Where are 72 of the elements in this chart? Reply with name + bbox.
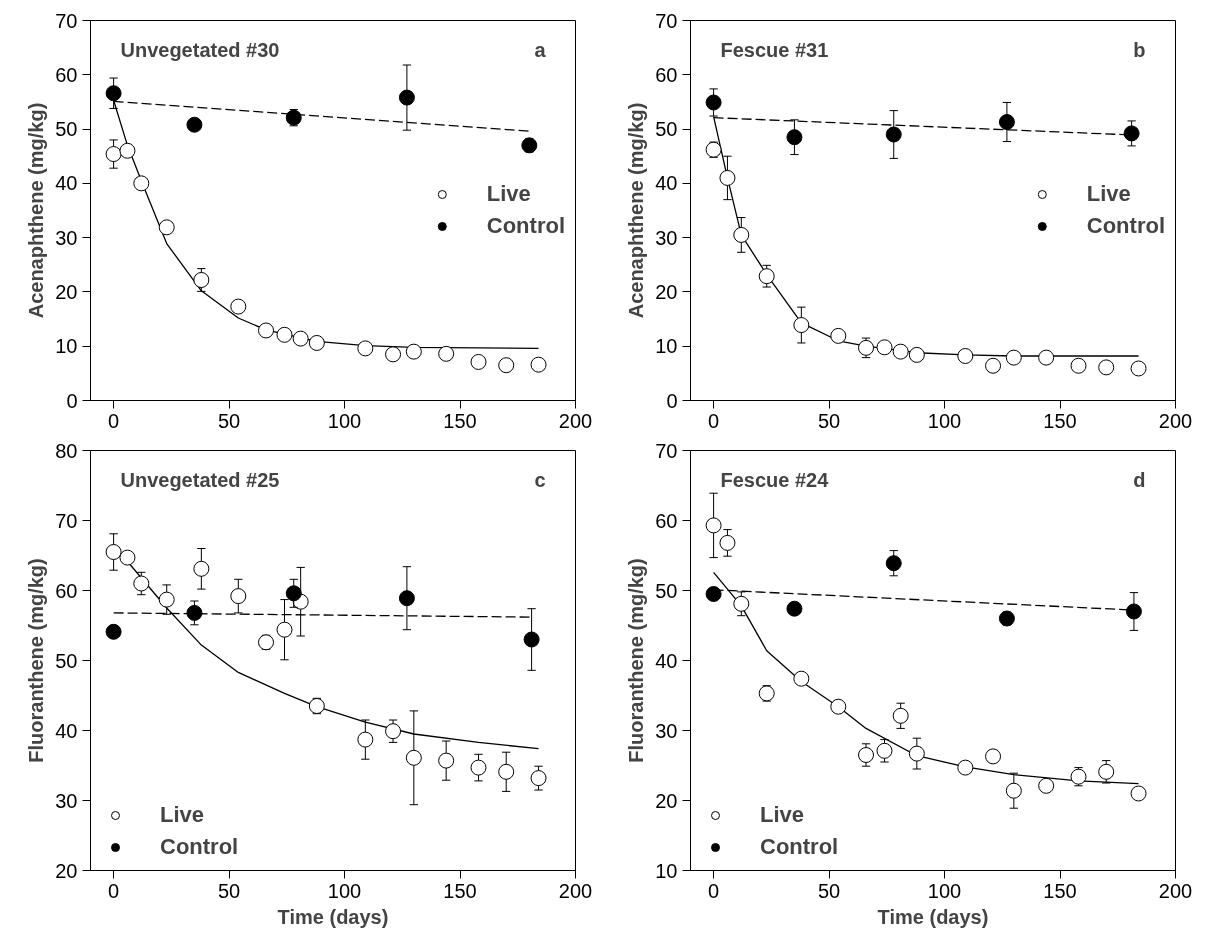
y-tick-label: 30 (55, 789, 78, 812)
legend-label: Control (160, 834, 239, 860)
x-tick-label: 0 (108, 879, 120, 902)
annotation: d (1133, 468, 1146, 491)
x-tick-label: 150 (443, 409, 477, 432)
legend-label: Live (486, 181, 531, 207)
legend-label: Control (486, 213, 565, 239)
x-tick-label: 100 (927, 409, 962, 432)
annotation: b (1133, 38, 1146, 61)
y-tick-label: 60 (655, 509, 678, 532)
legend-label: Control (760, 834, 839, 860)
text: Unvegetated #30 (120, 38, 280, 61)
x-tick-label: 200 (558, 409, 593, 432)
text: Fescue #24 (720, 468, 830, 491)
y-tick-label: 40 (55, 719, 78, 742)
y-tick-label: 20 (55, 859, 78, 882)
y-tick-label: 10 (55, 335, 78, 358)
x-tick-label: 50 (217, 879, 241, 902)
legend-label: Live (1086, 181, 1131, 207)
x-tick-label: 200 (1158, 409, 1193, 432)
y-axis-title: Acenaphthene (mg/kg) (25, 102, 48, 319)
y-tick-label: 80 (55, 439, 78, 462)
x-tick-label: 200 (1158, 879, 1193, 902)
y-tick-label: 50 (655, 579, 678, 602)
text: Fescue #31 (720, 38, 829, 61)
y-tick-label: 70 (55, 9, 78, 32)
x-tick-label: 0 (108, 409, 120, 432)
y-tick-label: 10 (655, 335, 678, 358)
y-axis-title: Acenaphthene (mg/kg) (625, 102, 648, 319)
annotation: c (534, 468, 546, 491)
y-tick-label: 0 (666, 389, 678, 412)
y-tick-label: 60 (655, 63, 678, 86)
y-tick-label: 70 (655, 9, 678, 32)
x-axis-title: Time (days) (877, 905, 989, 928)
x-tick-label: 100 (327, 409, 362, 432)
legend-label: Live (160, 802, 205, 828)
x-tick-label: 0 (708, 409, 720, 432)
x-tick-label: 0 (708, 879, 720, 902)
y-tick-label: 20 (655, 789, 678, 812)
x-tick-label: 200 (558, 879, 593, 902)
x-tick-label: 100 (327, 879, 362, 902)
y-tick-label: 50 (655, 118, 678, 141)
text: Unvegetated #25 (120, 468, 280, 491)
y-tick-label: 50 (55, 118, 78, 141)
x-tick-label: 50 (817, 879, 841, 902)
y-tick-label: 20 (55, 280, 78, 303)
x-tick-label: 100 (927, 879, 962, 902)
legend-label: Live (760, 802, 805, 828)
y-axis-title: Fluoranthene (mg/kg) (625, 558, 648, 763)
y-tick-label: 70 (655, 439, 678, 462)
x-tick-label: 50 (817, 409, 841, 432)
y-tick-label: 70 (55, 509, 78, 532)
x-axis-title: Time (days) (277, 905, 389, 928)
y-axis-title: Fluoranthene (mg/kg) (25, 558, 48, 763)
y-tick-label: 60 (55, 579, 78, 602)
y-tick-label: 10 (655, 859, 678, 882)
x-tick-label: 150 (1043, 879, 1077, 902)
annotation: a (534, 38, 547, 61)
y-tick-label: 50 (55, 649, 78, 672)
y-tick-label: 20 (655, 280, 678, 303)
y-tick-label: 30 (55, 226, 78, 249)
y-tick-label: 40 (655, 172, 678, 195)
y-tick-label: 40 (55, 172, 78, 195)
x-tick-label: 50 (217, 409, 241, 432)
x-tick-label: 150 (443, 879, 477, 902)
legend-label: Control (1086, 213, 1165, 239)
y-tick-label: 0 (66, 389, 78, 412)
y-tick-label: 30 (655, 719, 678, 742)
y-tick-label: 30 (655, 226, 678, 249)
y-tick-label: 40 (655, 649, 678, 672)
y-tick-label: 60 (55, 63, 78, 86)
x-tick-label: 150 (1043, 409, 1077, 432)
